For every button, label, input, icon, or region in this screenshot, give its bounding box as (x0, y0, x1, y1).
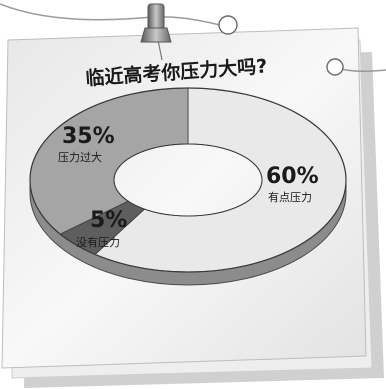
donut-hole-outline (113, 143, 263, 217)
donut-chart (29, 87, 347, 286)
hanging-string (0, 3, 226, 27)
push-pin-icon (140, 3, 172, 61)
slice-percent-yes: 60% (266, 164, 319, 189)
slice-label-none: 没有压力 (76, 235, 120, 249)
slice-label-high: 压力过大 (58, 150, 102, 164)
string-ring-right (326, 58, 344, 76)
slice-percent-none: 5% (90, 208, 127, 233)
slice-percent-high: 35% (62, 124, 115, 149)
slice-label-yes: 有点压力 (268, 190, 312, 204)
donut-outline (29, 87, 347, 273)
string-ring-left (218, 15, 238, 35)
